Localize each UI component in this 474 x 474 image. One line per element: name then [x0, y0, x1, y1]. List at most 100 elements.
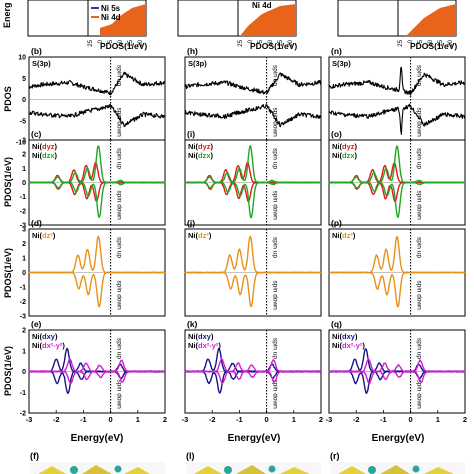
header-tick-label: 5 — [108, 39, 114, 43]
header-strip: Energ Ni 5s Ni 4d Ni 4d PDOS(1/eV) PDOS(… — [2, 0, 457, 51]
panel-label-l: (l) — [186, 451, 195, 461]
series-line-down — [328, 181, 466, 218]
spin-down-label: spin down — [416, 108, 423, 138]
panel-h: spin up spin down (h) S(3p) — [184, 46, 322, 143]
header-tick-label: 15 — [128, 39, 134, 46]
x-tick-label: -1 — [236, 415, 243, 424]
ylabel-row-b: PDOS — [3, 86, 13, 112]
x-tick-label: -3 — [182, 415, 189, 424]
header-tick-label: 10 — [268, 39, 274, 46]
header-tick-label: 25 — [88, 39, 94, 46]
spin-up-label: spin up — [116, 148, 123, 169]
panel-label: (e) — [31, 319, 42, 329]
spin-up-label: spin up — [416, 237, 423, 258]
legend-entry: Ni(dzx) — [332, 151, 358, 160]
structure-strip: (f) (l) (r) — [30, 451, 465, 474]
header-tick-label: 0 — [248, 39, 254, 43]
header-tick-label: 15 — [278, 39, 284, 46]
panel-label: (d) — [31, 218, 42, 228]
panel-label: (h) — [187, 46, 198, 56]
spin-up-label: spin up — [416, 338, 423, 359]
x-tick-label: 0 — [409, 415, 413, 424]
header-tick-label: 20 — [448, 39, 454, 46]
legend-entry: Ni(dyz) — [32, 142, 58, 151]
y-tick-label: 10 — [18, 55, 26, 62]
ylabel-row-c: PDOS(1/eV) — [3, 157, 13, 207]
x-tick-label: -2 — [53, 415, 60, 424]
spin-down-label: spin down — [116, 191, 123, 221]
header-tick-label: 10 — [428, 39, 434, 46]
spin-down-label: spin down — [416, 281, 423, 311]
panel-i: spin up spin down (i) Ni(dyz)Ni(dzx) — [184, 129, 322, 226]
panel-b: spin up spin down (b) S(3p) 10 5 0 -5 -10 — [16, 46, 166, 147]
series-line-up — [184, 72, 322, 95]
y-tick-label: 1 — [22, 348, 26, 355]
x-tick-label: -3 — [26, 415, 33, 424]
spin-up-label: spin up — [272, 65, 279, 86]
xlabel-col-2: Energy(eV) — [228, 433, 281, 444]
header-xlabel-a: PDOS(1/eV) — [100, 41, 147, 51]
panel-label-r: (r) — [330, 451, 340, 461]
header-bandplot-a — [27, 0, 89, 37]
x-tick-label: 1 — [292, 415, 296, 424]
spin-down-label: spin down — [272, 108, 279, 138]
panel-label: (j) — [187, 218, 195, 228]
x-tick-label: 2 — [163, 415, 167, 424]
xlabel-col-3: Energy(eV) — [372, 433, 425, 444]
x-tick-label: -3 — [326, 415, 333, 424]
legend-entry: Ni(dzx) — [32, 151, 58, 160]
panel-c: spin up spin down (c) Ni(dyz)Ni(dzx) 3 2 1 0 -1 -… — [20, 129, 166, 230]
panel-q: spin up spin down (q) Ni(dxy)Ni(dx²-y²) -3 -2… — [326, 319, 467, 424]
legend-entry: Ni(dx²-y²) — [332, 341, 365, 350]
x-tick-label: 0 — [109, 415, 113, 424]
y-tick-label: -1 — [20, 194, 26, 201]
header-tick-label: 20 — [288, 39, 294, 46]
series-line-down — [28, 181, 166, 218]
y-tick-label: 2 — [22, 328, 26, 335]
panel-label: (n) — [331, 46, 342, 56]
panel-n: spin up spin down (n) S(3p) — [328, 46, 466, 143]
y-tick-label: -1 — [20, 285, 26, 292]
y-tick-label: 2 — [22, 241, 26, 248]
y-tick-label: -5 — [20, 118, 26, 125]
y-tick-label: 1 — [22, 166, 26, 173]
header-xlabel-c: PDOS(1/eV) — [410, 41, 457, 51]
spin-up-label: spin up — [416, 148, 423, 169]
panel-label: (p) — [331, 218, 342, 228]
x-tick-label: 1 — [136, 415, 140, 424]
panel-label: (i) — [187, 129, 195, 139]
y-tick-label: 0 — [22, 270, 26, 277]
y-tick-label: -2 — [20, 299, 26, 306]
atomic-structure-r — [330, 462, 465, 474]
header-tick-label: 25 — [238, 39, 244, 46]
y-tick-label: -3 — [20, 314, 26, 321]
header-tick-label: 15 — [438, 39, 444, 46]
series-line-down — [184, 181, 322, 219]
legend-entry: Ni(dx²-y²) — [32, 341, 65, 350]
spin-down-label: spin down — [272, 380, 279, 410]
legend-entry: Ni(dxy) — [188, 332, 214, 341]
series-line-down — [184, 103, 322, 128]
panel-label: (b) — [31, 46, 42, 56]
y-tick-label: 3 — [22, 227, 26, 234]
spin-down-label: spin down — [272, 191, 279, 221]
legend-entry: Ni(dz²) — [188, 231, 212, 240]
header-bandplot-b — [177, 0, 239, 37]
legend-entry: Ni(dzx) — [188, 151, 214, 160]
panel-o: spin up spin down (o) Ni(dyz)Ni(dzx) — [328, 129, 466, 226]
header-tick-label: 25 — [398, 39, 404, 46]
x-tick-label: -2 — [209, 415, 216, 424]
x-tick-label: 1 — [436, 415, 440, 424]
spin-down-label: spin down — [416, 191, 423, 221]
header-pdos-fill-a — [100, 4, 146, 36]
header-tick-label: 0 — [98, 39, 104, 43]
spin-up-label: spin up — [116, 338, 123, 359]
series-line-down — [184, 271, 322, 308]
spin-up-label: spin up — [272, 148, 279, 169]
legend-entry: S(3p) — [188, 59, 207, 68]
y-tick-label: -3 — [20, 223, 26, 230]
legend-entry: Ni(dxy) — [32, 332, 58, 341]
panel-k: spin up spin down (k) Ni(dxy)Ni(dx²-y²) -3 -2… — [182, 319, 323, 424]
y-tick-label: 0 — [22, 369, 26, 376]
